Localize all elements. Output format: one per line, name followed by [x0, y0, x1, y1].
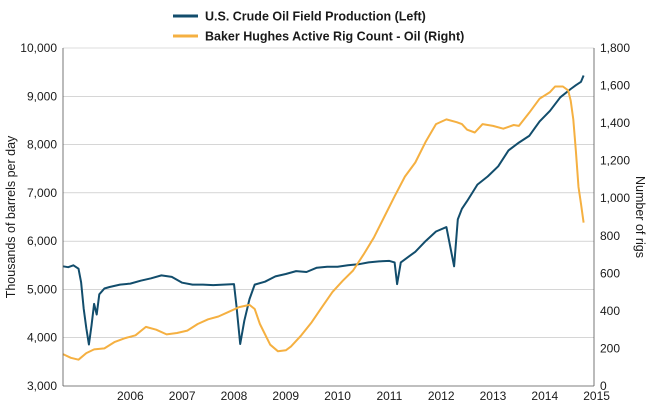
- series-lines: [62, 75, 585, 361]
- right-tick-label: 400: [600, 304, 620, 318]
- legend: U.S. Crude Oil Field Production (Left) B…: [173, 10, 464, 44]
- right-axis-ticks: 0 200 400 600 800 1,000 1,200 1,400 1,600 1,800: [600, 41, 630, 393]
- x-tick-label: 2013: [480, 389, 507, 403]
- right-tick-label: 1,800: [600, 41, 630, 55]
- legend-label-rig-count: Baker Hughes Active Rig Count - Oil (Rig…: [205, 30, 464, 44]
- right-axis-title: Number of rigs: [633, 176, 647, 258]
- right-tick-label: 600: [600, 266, 620, 280]
- left-tick-label: 7,000: [27, 186, 57, 200]
- left-tick-label: 8,000: [27, 138, 57, 152]
- x-tick-label: 2011: [376, 389, 402, 403]
- left-tick-label: 6,000: [27, 234, 57, 248]
- left-tick-label: 10,000: [20, 41, 57, 55]
- x-tick-label: 2006: [117, 389, 144, 403]
- legend-label-production: U.S. Crude Oil Field Production (Left): [205, 10, 426, 24]
- x-tick-label: 2012: [428, 389, 455, 403]
- gridlines: [63, 47, 594, 387]
- right-tick-label: 1,600: [600, 79, 630, 93]
- left-tick-label: 4,000: [27, 331, 57, 345]
- left-axis-ticks: 3,000 4,000 5,000 6,000 7,000 8,000 9,000 10,00…: [20, 41, 57, 393]
- left-tick-label: 9,000: [27, 89, 57, 103]
- right-tick-label: 200: [600, 341, 620, 355]
- left-tick-label: 3,000: [27, 379, 57, 393]
- right-tick-label: 1,000: [600, 191, 630, 205]
- production-series-line: [62, 75, 585, 346]
- x-tick-label: 2014: [531, 389, 558, 403]
- right-tick-label: 0: [600, 379, 607, 393]
- right-tick-label: 1,200: [600, 154, 630, 168]
- x-tick-label: 2008: [221, 389, 248, 403]
- x-axis-ticks: 2006 2007 2008 2009 2010 2011 2012 2013 2014 2015: [117, 389, 610, 403]
- x-tick-label: 2009: [272, 389, 299, 403]
- x-tick-label: 2010: [324, 389, 351, 403]
- x-tick-label: 2015: [583, 389, 610, 403]
- right-tick-label: 1,400: [600, 116, 630, 130]
- x-tick-label: 2007: [169, 389, 196, 403]
- right-tick-label: 800: [600, 229, 620, 243]
- left-tick-label: 5,000: [27, 282, 57, 296]
- rig-count-series-line: [62, 85, 585, 361]
- left-axis-title: Thousands of barrels per day: [4, 135, 18, 298]
